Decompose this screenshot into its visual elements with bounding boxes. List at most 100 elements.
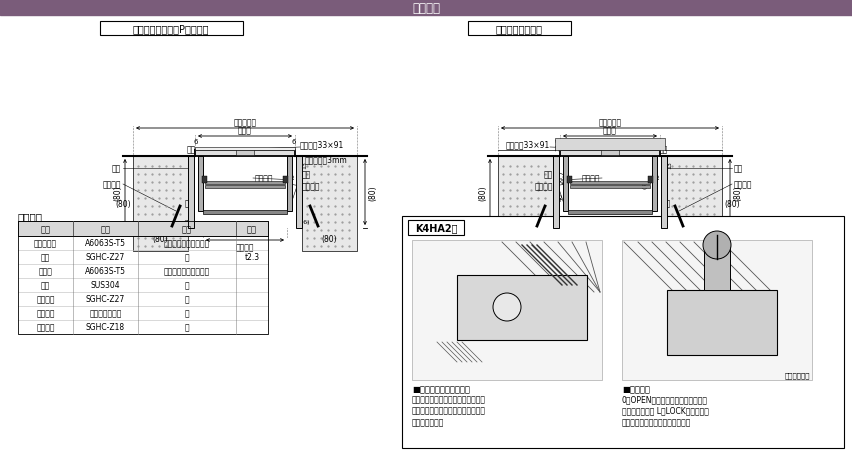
Bar (498, 157, 553, 251)
Bar (283, 177, 288, 184)
Bar (570, 186, 650, 188)
Bar (622, 240, 812, 380)
Text: 樹脂タイル3mm: 樹脂タイル3mm (305, 155, 348, 164)
Text: 29.7: 29.7 (559, 169, 564, 184)
Text: 13: 13 (554, 161, 559, 169)
Text: 開口寸法: 開口寸法 (601, 242, 619, 251)
Text: 部材仕様: 部材仕様 (18, 211, 43, 221)
Text: ■蓋キャップのはずし方: ■蓋キャップのはずし方 (412, 384, 469, 393)
Text: 12.2: 12.2 (556, 137, 561, 151)
Text: パッキン: パッキン (37, 309, 55, 318)
Bar (568, 210, 652, 215)
Text: 備考: 備考 (247, 225, 257, 234)
Bar (408, 220, 464, 236)
Polygon shape (198, 157, 203, 211)
Text: 外枠外寸法: 外枠外寸法 (598, 118, 622, 127)
Text: 陽極酸化塗装複合皮膜: 陽極酸化塗装複合皮膜 (164, 239, 210, 248)
Text: SUS304: SUS304 (90, 281, 120, 290)
Bar (236, 151, 254, 156)
Text: (80): (80) (724, 199, 740, 208)
Text: 軟質塩化ビニル: 軟質塩化ビニル (89, 309, 122, 318)
Text: 内枠: 内枠 (659, 145, 668, 154)
Text: 6: 6 (657, 139, 661, 145)
Text: 納まり図: 納まり図 (412, 1, 440, 14)
Bar (302, 157, 357, 251)
Text: 図は開錠状態: 図は開錠状態 (785, 372, 810, 378)
Text: 外枠: 外枠 (112, 164, 121, 173)
Bar (667, 157, 722, 251)
Text: (80): (80) (733, 185, 742, 200)
Polygon shape (563, 157, 568, 211)
Bar (570, 182, 650, 185)
Text: 蓋寸法: 蓋寸法 (238, 126, 252, 135)
Bar (0, 0, 852, 16)
Text: 底板: 底板 (544, 170, 553, 179)
Bar (457, 276, 587, 340)
Text: 6: 6 (559, 139, 563, 145)
Text: SGHC-Z27: SGHC-Z27 (86, 295, 125, 304)
Text: (16): (16) (297, 220, 310, 225)
Text: (16): (16) (663, 220, 676, 225)
Text: 40: 40 (559, 193, 564, 200)
Text: (80): (80) (322, 235, 337, 244)
Text: モルタル充填仕様: モルタル充填仕様 (496, 24, 543, 34)
Text: (80): (80) (368, 185, 377, 200)
Text: ■施錠方法: ■施錠方法 (622, 384, 650, 393)
Bar (203, 210, 287, 215)
Circle shape (703, 231, 731, 259)
Bar (100, 22, 243, 36)
Text: パッキン: パッキン (255, 174, 273, 183)
Text: 0（OPEN）の向きに鍵を押している
状態が開錠状態 L（LOCK）の向きに
鍵を回すと施錠状態になります。: 0（OPEN）の向きに鍵を押している 状態が開錠状態 L（LOCK）の向きに 鍵… (622, 394, 709, 426)
Text: 取手台: 取手台 (38, 267, 53, 276)
Polygon shape (553, 157, 559, 228)
Text: 樹脂タイル仕様（Pタイル）: 樹脂タイル仕様（Pタイル） (133, 24, 210, 34)
Text: 底板: 底板 (302, 170, 311, 179)
Text: －: － (185, 253, 189, 262)
Bar (133, 157, 188, 251)
Bar (704, 246, 730, 290)
Bar (205, 182, 285, 185)
Bar (468, 22, 571, 36)
Text: 内枠・外枠: 内枠・外枠 (34, 239, 57, 248)
Text: 13: 13 (188, 161, 193, 169)
Text: 蓋補強材: 蓋補強材 (302, 182, 320, 191)
Text: 専用取手33×91: 専用取手33×91 (506, 140, 550, 149)
Text: (80): (80) (687, 235, 702, 244)
Text: 仕上: 仕上 (182, 225, 192, 234)
Text: (80): (80) (518, 235, 533, 244)
Text: 溶接: 溶接 (184, 198, 193, 208)
Polygon shape (188, 157, 194, 228)
Text: 外枠: 外枠 (734, 164, 743, 173)
Text: 13: 13 (667, 161, 672, 169)
Text: (8): (8) (643, 180, 648, 189)
Text: パッキン: パッキン (582, 174, 600, 183)
Bar (567, 177, 572, 184)
Text: 5: 5 (199, 184, 203, 189)
Bar (667, 290, 777, 355)
Text: 蓋補強材: 蓋補強材 (37, 295, 55, 304)
Bar (195, 148, 295, 151)
Bar (560, 151, 660, 157)
Text: SGHC-Z18: SGHC-Z18 (86, 323, 125, 332)
Text: アンカー: アンカー (102, 180, 121, 189)
Text: 17.5: 17.5 (556, 168, 561, 181)
Text: 蓋補強材: 蓋補強材 (534, 182, 553, 191)
Bar (202, 177, 207, 184)
Text: 内枠: 内枠 (187, 145, 196, 154)
Text: t2.3: t2.3 (245, 253, 260, 262)
Text: 材質: 材質 (101, 225, 111, 234)
Text: アンカー: アンカー (37, 323, 55, 332)
Bar (73, 221, 138, 237)
Text: 専用取手33×91: 専用取手33×91 (300, 140, 344, 149)
Text: 蓋寸法: 蓋寸法 (603, 126, 617, 135)
Bar (402, 217, 844, 448)
Bar (18, 221, 73, 237)
Text: (80): (80) (115, 199, 131, 208)
Text: K4HA2型: K4HA2型 (415, 223, 458, 233)
Bar (138, 221, 236, 237)
Text: 部材: 部材 (41, 225, 50, 234)
Text: 6: 6 (193, 139, 199, 145)
Bar (412, 240, 602, 380)
Text: SGHC-Z27: SGHC-Z27 (86, 253, 125, 262)
Text: 陽極酸化塗装複合皮膜: 陽極酸化塗装複合皮膜 (164, 267, 210, 276)
